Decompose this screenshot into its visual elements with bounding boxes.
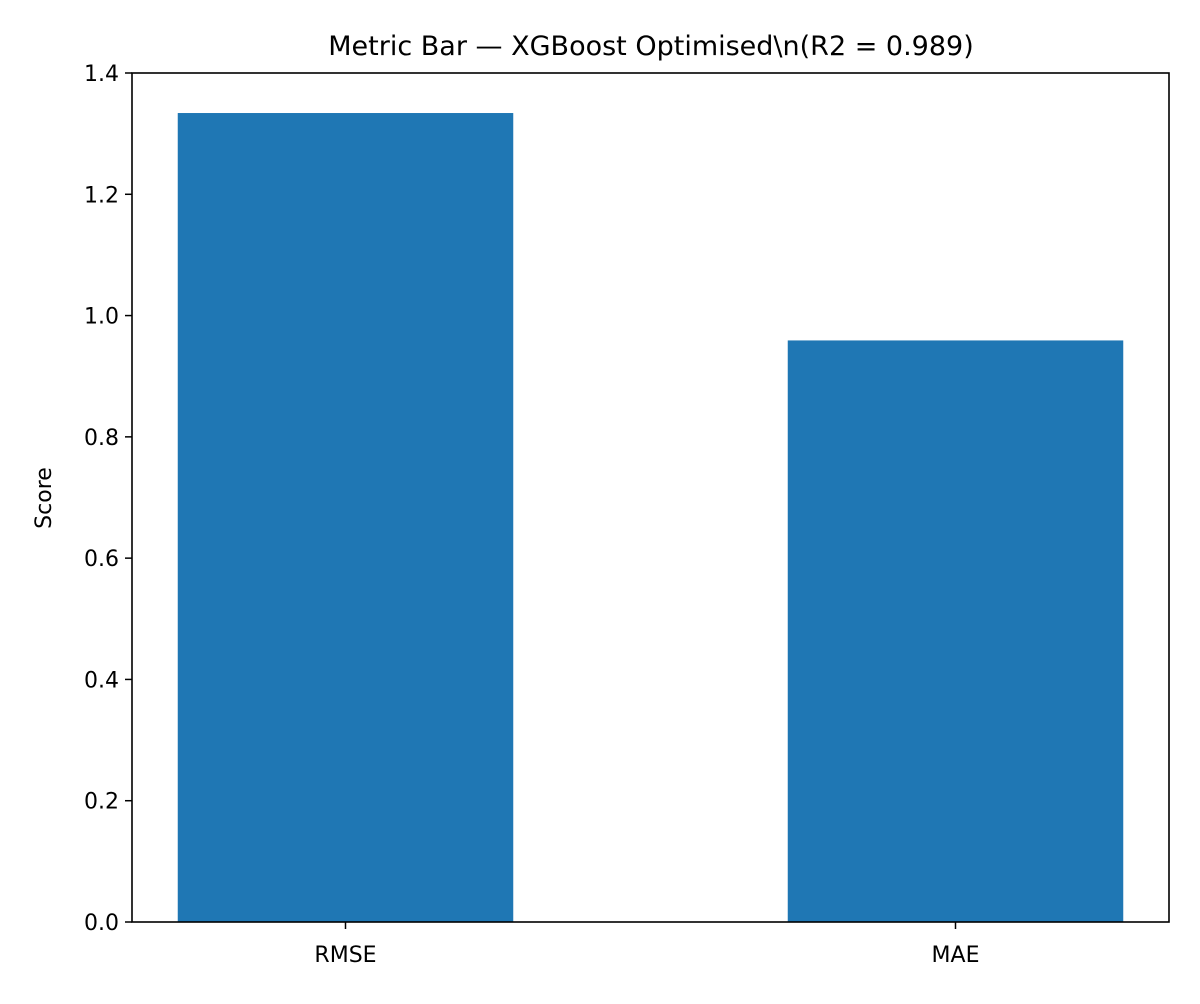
y-tick-label: 0.0 [84, 911, 119, 936]
y-tick-label: 0.4 [84, 668, 119, 693]
y-tick-label: 0.8 [84, 426, 119, 451]
y-axis-label: Score [32, 467, 57, 529]
y-tick-label: 1.0 [84, 305, 119, 330]
y-tick-label: 1.2 [84, 183, 119, 208]
y-tick-label: 0.2 [84, 790, 119, 815]
y-tick-label: 0.6 [84, 547, 119, 572]
plot-area: RMSE MAE 0.0 0.2 0.4 0.6 0.8 1.0 1.2 1.4 [84, 62, 1170, 968]
chart-title: Metric Bar — XGBoost Optimised\n(R2 = 0.… [328, 31, 973, 62]
bar-mae [787, 340, 1124, 922]
y-tick-label: 1.4 [84, 62, 119, 87]
plot-frame [131, 72, 1170, 923]
bar-rmse [177, 113, 514, 922]
x-tick-label: MAE [932, 943, 980, 968]
x-tick-label: RMSE [314, 943, 376, 968]
